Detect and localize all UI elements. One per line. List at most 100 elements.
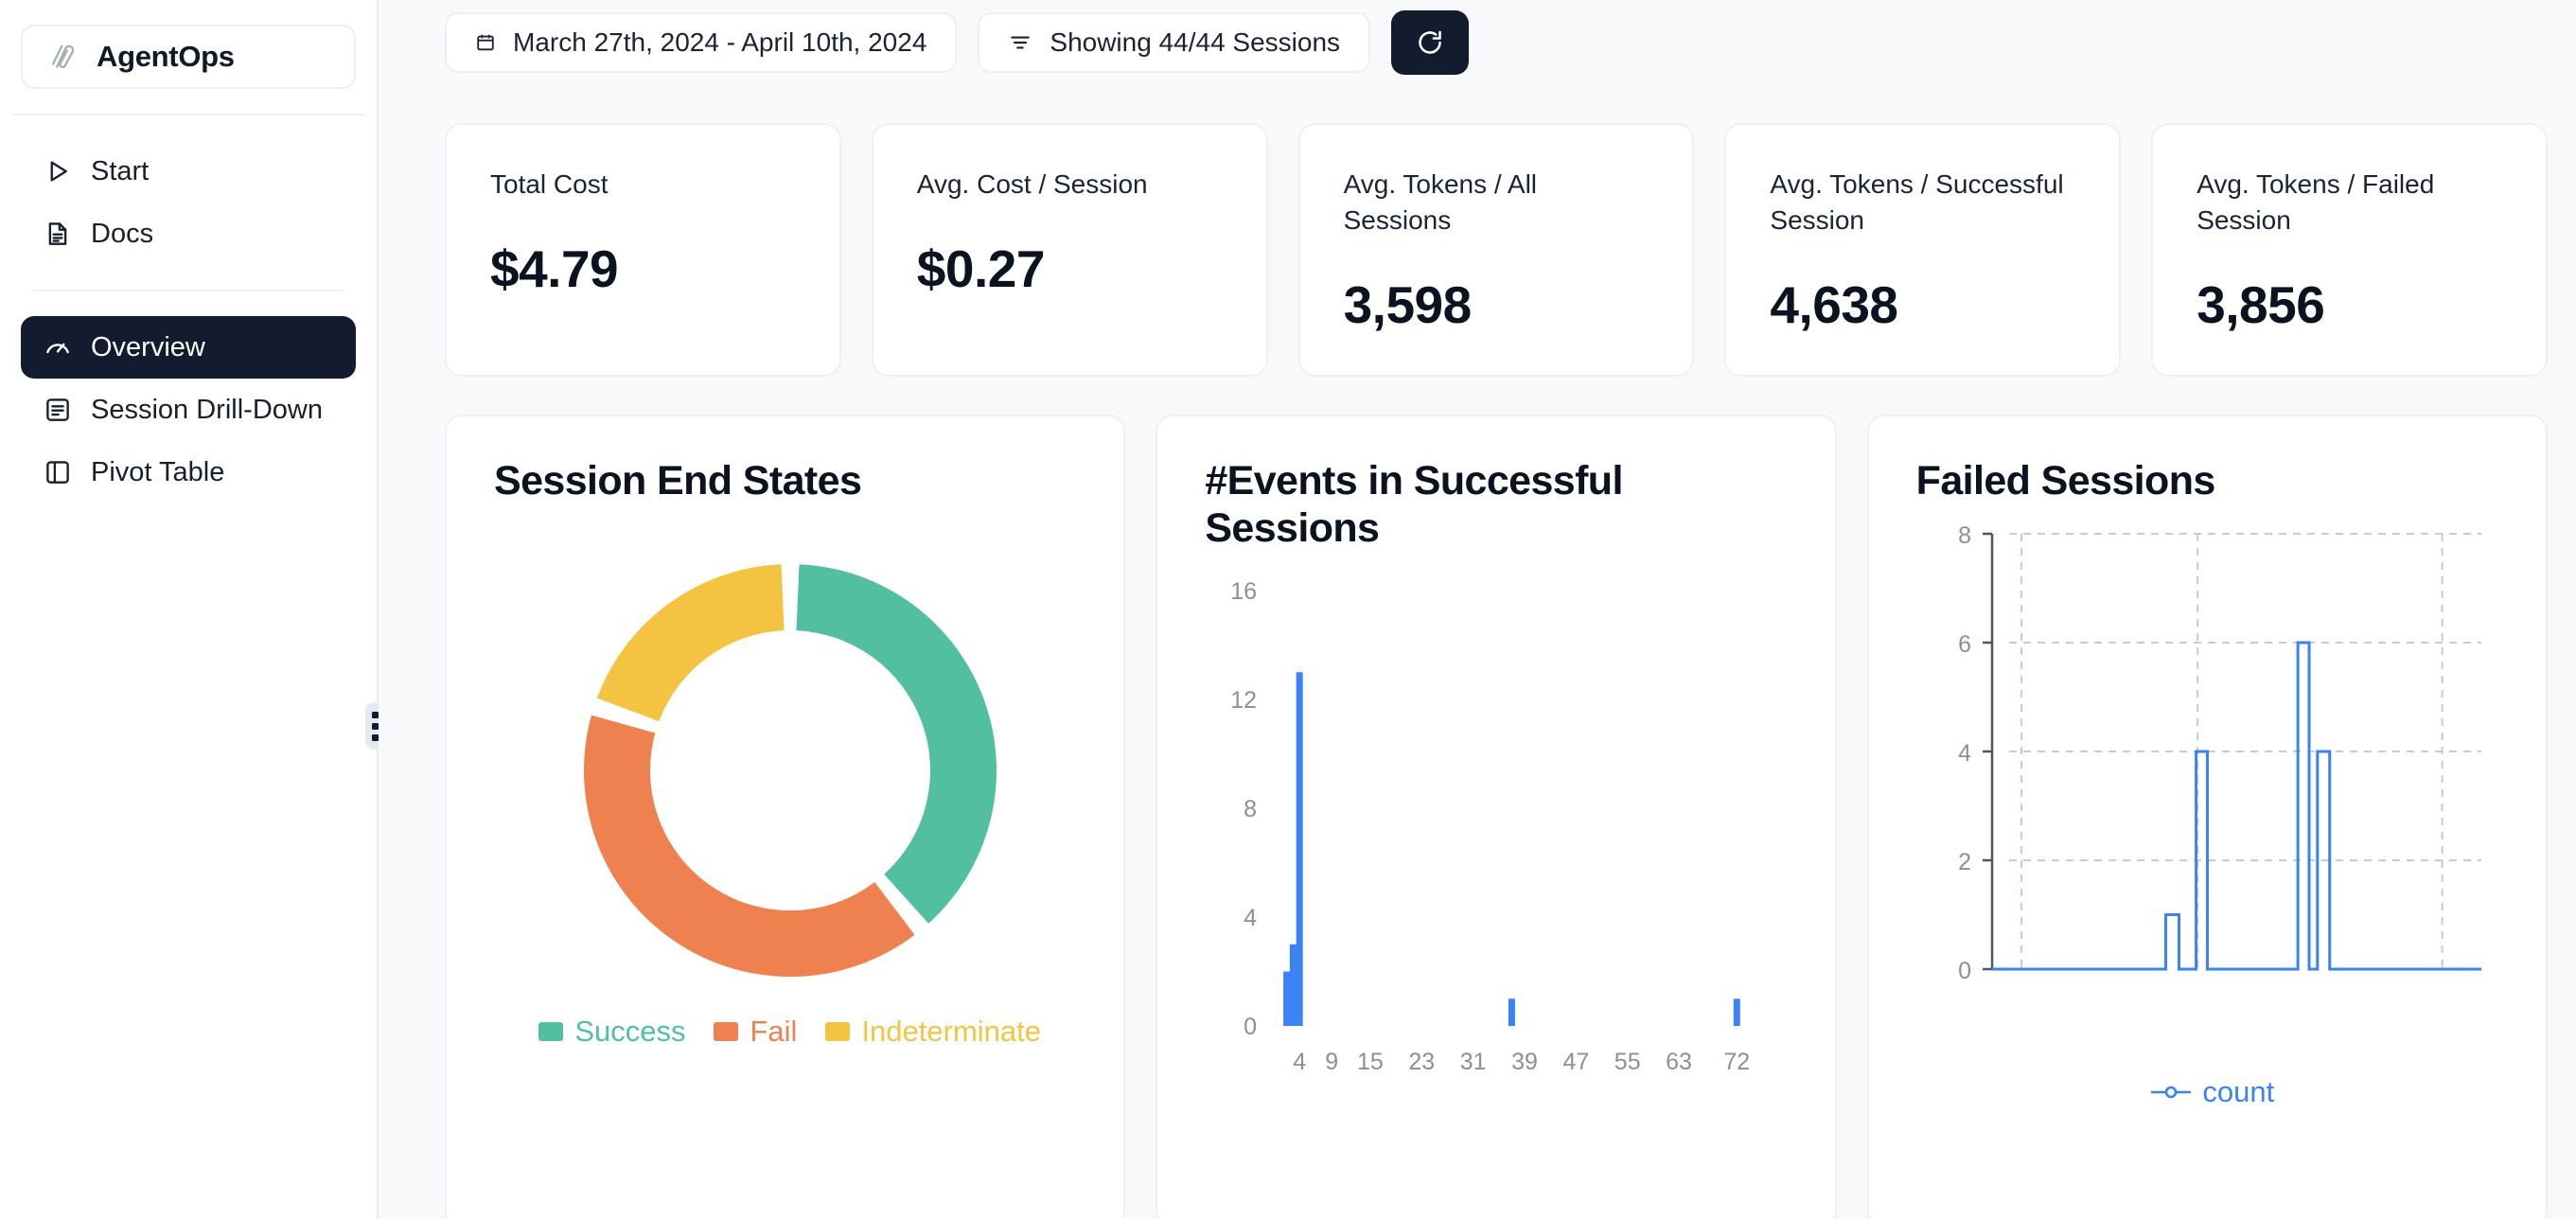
sidebar-layout-icon (46, 461, 69, 484)
x-axis-tick-label: 9 (1325, 1049, 1338, 1075)
stat-value: $0.27 (916, 238, 1046, 298)
failed-sessions-legend[interactable]: count (1916, 1075, 2508, 1109)
donut-legend: Success Fail Indeterminate (494, 1015, 1085, 1049)
x-axis-tick-label: 39 (1511, 1049, 1538, 1075)
sidebar-item-overview[interactable]: Overview (21, 316, 356, 379)
sidebar-item-session-drill-down[interactable]: Session Drill-Down (21, 379, 356, 441)
donut-slice-fail[interactable] (583, 715, 915, 977)
legend-item-fail[interactable]: Fail (714, 1015, 797, 1049)
chart-cards-row: Session End States Success Fail (379, 377, 2576, 1219)
toolbar: March 27th, 2024 - April 10th, 2024 Show… (379, 0, 2576, 85)
line-marker-icon (2151, 1086, 2192, 1099)
calendar-icon (477, 34, 494, 51)
refresh-circular-arrow-icon (1419, 30, 1441, 54)
legend-item-indeterminate[interactable]: Indeterminate (825, 1015, 1041, 1049)
y-axis-tick-label: 2 (1958, 849, 1971, 875)
sidebar: AgentOps Start Docs (0, 0, 396, 1219)
donut-slice-indeterminate[interactable] (596, 564, 785, 722)
y-axis-tick-label: 8 (1958, 522, 1971, 549)
agentops-paperclip-logo (51, 44, 75, 69)
stat-label: Avg. Tokens / Failed Session (2197, 169, 2435, 235)
x-axis-tick-label: 31 (1460, 1049, 1487, 1075)
sidebar-divider-mid (32, 290, 344, 292)
x-axis-tick-label: 4 (1293, 1049, 1306, 1075)
brand-button[interactable]: AgentOps (21, 25, 356, 89)
date-range-picker[interactable]: March 27th, 2024 - April 10th, 2024 (445, 12, 958, 73)
stat-card-avg-tokens-successful-session: Avg. Tokens / Successful Session 4,638 (1724, 123, 2122, 377)
failed-sessions-line[interactable]: 0 2 4 6 8 (1918, 505, 2505, 1073)
refresh-button[interactable] (1391, 10, 1470, 75)
list-panel-icon (46, 398, 69, 421)
legend-label: Fail (750, 1014, 798, 1048)
legend-label: Indeterminate (861, 1014, 1041, 1048)
x-axis-tick-label: 63 (1666, 1049, 1692, 1075)
stat-card-avg-cost-session: Avg. Cost / Session $0.27 (871, 123, 1268, 377)
legend-swatch (825, 1021, 851, 1041)
y-axis-tick-label: 4 (1244, 905, 1257, 931)
histogram-bar[interactable] (1289, 944, 1297, 1026)
gauge-icon (46, 343, 69, 354)
sidebar-nav: Start Docs Overview (0, 140, 377, 504)
line-series-count[interactable] (1992, 641, 2482, 971)
legend-item-success[interactable]: Success (538, 1015, 685, 1049)
x-axis-tick-label: 23 (1408, 1049, 1435, 1075)
stat-card-total-cost: Total Cost $4.79 (445, 123, 841, 377)
y-axis-tick-label: 0 (1244, 1014, 1257, 1040)
x-axis-tick-label: 72 (1723, 1049, 1750, 1075)
main-content: March 27th, 2024 - April 10th, 2024 Show… (379, 0, 2576, 1219)
stat-value: 3,598 (1343, 274, 1473, 334)
histogram-bar[interactable] (1296, 672, 1303, 1026)
filter-lines-icon (1011, 36, 1031, 49)
sidebar-item-docs[interactable]: Docs (21, 203, 356, 265)
sidebar-item-label: Session Drill-Down (91, 394, 323, 425)
stat-label: Total Cost (490, 169, 609, 199)
legend-label: Success (574, 1014, 686, 1048)
y-axis-tick-label: 0 (1958, 958, 1971, 984)
y-axis-tick-label: 12 (1230, 687, 1257, 714)
legend-swatch (714, 1021, 739, 1041)
chart-title: Failed Sessions (1915, 458, 2216, 504)
session-end-states-donut[interactable] (525, 534, 1055, 1007)
legend-swatch (538, 1021, 564, 1041)
document-text-icon (48, 222, 67, 245)
sidebar-item-label: Pivot Table (91, 456, 225, 487)
sessions-filter-label: Showing 44/44 Sessions (1050, 27, 1341, 57)
stat-card-avg-tokens-failed-session: Avg. Tokens / Failed Session 3,856 (2151, 123, 2548, 377)
x-axis-tick-label: 47 (1562, 1049, 1589, 1075)
histogram-bar[interactable] (1508, 998, 1515, 1026)
chart-card-session-end-states: Session End States Success Fail (445, 415, 1126, 1219)
histogram-bar[interactable] (1733, 998, 1740, 1026)
stat-value: 4,638 (1770, 274, 1898, 334)
y-axis-tick-label: 8 (1244, 796, 1257, 822)
sidebar-item-start[interactable]: Start (21, 140, 356, 203)
y-axis-tick-label: 6 (1958, 631, 1971, 658)
chart-card-failed-sessions: Failed Sessions 0 2 4 6 8 count (1866, 415, 2548, 1219)
sessions-filter-button[interactable]: Showing 44/44 Sessions (978, 12, 1371, 73)
stat-value: $4.79 (490, 238, 619, 298)
legend-label: count (2202, 1074, 2275, 1108)
stat-label: Avg. Tokens / Successful Session (1770, 169, 2064, 235)
chart-title: Session End States (494, 458, 862, 504)
sidebar-item-label: Start (91, 155, 150, 186)
stat-label: Avg. Cost / Session (916, 169, 1148, 199)
play-triangle-icon (50, 161, 67, 182)
date-range-label: March 27th, 2024 - April 10th, 2024 (513, 27, 927, 57)
stat-card-avg-tokens-all-sessions: Avg. Tokens / All Sessions 3,598 (1297, 123, 1695, 377)
donut-slice-success[interactable] (796, 564, 997, 924)
x-axis-tick-label: 15 (1357, 1049, 1384, 1075)
stat-label: Avg. Tokens / All Sessions (1343, 169, 1538, 235)
stat-value: 3,856 (2197, 274, 2325, 334)
brand-name: AgentOps (97, 40, 235, 73)
sidebar-item-label: Docs (91, 218, 154, 249)
chart-card-events-in-successful-sessions: #Events in Successful Sessions 0 4 8 12 16 4 9… (1156, 415, 1837, 1219)
sidebar-item-pivot-table[interactable]: Pivot Table (21, 441, 356, 504)
donut-chart-area (494, 534, 1085, 1007)
sidebar-divider-top (11, 114, 365, 115)
stat-cards-row: Total Cost $4.79 Avg. Cost / Session $0.… (379, 85, 2576, 377)
chart-title: #Events in Successful Sessions (1205, 458, 1623, 551)
x-axis-tick-label: 55 (1614, 1049, 1641, 1075)
sidebar-item-label: Overview (91, 331, 205, 362)
histogram-bar[interactable] (1283, 971, 1291, 1026)
